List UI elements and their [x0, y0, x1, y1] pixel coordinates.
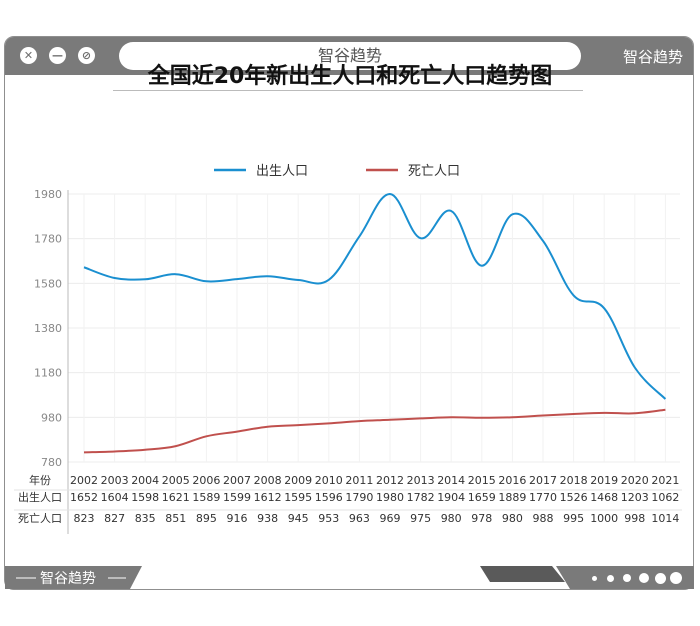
table-cell-value: 1203: [621, 491, 649, 504]
table-cell-value: 827: [104, 512, 125, 525]
x-tick-label: 2004: [131, 474, 159, 487]
table-row-label: 出生人口: [18, 490, 62, 504]
table-cell-value: 1598: [131, 491, 159, 504]
x-tick-label: 2010: [315, 474, 343, 487]
legend-label: 出生人口: [256, 164, 308, 179]
pager-dot-1[interactable]: [592, 576, 597, 581]
y-tick-label: 1980: [34, 188, 62, 201]
table-cell-value: 1014: [651, 512, 679, 525]
table-row-label: 死亡人口: [18, 511, 62, 525]
table-cell-value: 1596: [315, 491, 343, 504]
x-tick-label: 2011: [345, 474, 373, 487]
table-cell-value: 823: [74, 512, 95, 525]
series-line-deaths: [83, 408, 666, 454]
brand-logo-bottom: 智谷趋势: [40, 571, 96, 587]
table-cell-value: 1612: [254, 491, 282, 504]
x-tick-label: 2013: [407, 474, 435, 487]
table-cell-value: 1526: [560, 491, 588, 504]
y-tick-label: 1380: [34, 322, 62, 335]
table-cell-value: 1589: [192, 491, 220, 504]
table-cell-value: 938: [257, 512, 278, 525]
y-axis: 780 980 1180 1380 1580 1780 1980: [34, 188, 69, 534]
table-cell-value: 998: [624, 512, 645, 525]
brand-logo-top: 智谷趋势: [622, 48, 683, 66]
series-line-births: [83, 192, 667, 400]
pager-dot-2[interactable]: [607, 575, 614, 582]
table-cell-value: 1621: [162, 491, 190, 504]
table-cell-value: 980: [502, 512, 523, 525]
series-lines: [83, 192, 667, 454]
table-cell-value: 1980: [376, 491, 404, 504]
table-cell-value: 975: [410, 512, 431, 525]
bottom-left-tab: [5, 566, 142, 589]
y-tick-label: 780: [41, 456, 62, 469]
table-cell-value: 1782: [407, 491, 435, 504]
x-tick-label: 2018: [560, 474, 588, 487]
x-tick-label: 2012: [376, 474, 404, 487]
legend-label: 死亡人口: [408, 164, 460, 179]
table-cell-value: 1595: [284, 491, 312, 504]
y-tick-label: 1780: [34, 233, 62, 246]
y-tick-label: 980: [41, 411, 62, 424]
pager-dot-6[interactable]: [670, 572, 682, 584]
x-tick-label: 2002: [70, 474, 98, 487]
close-icon[interactable]: ✕: [20, 47, 37, 64]
x-tick-label: 2016: [498, 474, 526, 487]
pager-dot-3[interactable]: [623, 574, 631, 582]
table-cell-value: 1790: [345, 491, 373, 504]
browser-window: ✕ — ⊘ 智谷趋势 智谷趋势: [4, 36, 694, 590]
table-cell-value: 1062: [651, 491, 679, 504]
table-cell-value: 945: [288, 512, 309, 525]
table-cell-value: 895: [196, 512, 217, 525]
x-tick-label: 2021: [651, 474, 679, 487]
x-tick-label: 2006: [192, 474, 220, 487]
table-cell-value: 1889: [498, 491, 526, 504]
table-cell-value: 1604: [101, 491, 129, 504]
address-bar[interactable]: 智谷趋势: [119, 42, 581, 70]
table-cell-value: 1904: [437, 491, 465, 504]
x-tick-label: 2005: [162, 474, 190, 487]
table-cell-value: 963: [349, 512, 370, 525]
table-cell-value: 1000: [590, 512, 618, 525]
x-tick-label: 2014: [437, 474, 465, 487]
x-tick-label: 2017: [529, 474, 557, 487]
table-cell-value: 1659: [468, 491, 496, 504]
table-cell-value: 1599: [223, 491, 251, 504]
table-cell-value: 916: [227, 512, 248, 525]
x-tick-label: 2015: [468, 474, 496, 487]
bottom-mid-tab: [480, 566, 565, 582]
y-tick-label: 1180: [34, 367, 62, 380]
table-header-label: 年份: [29, 473, 51, 487]
table-cell-value: 995: [563, 512, 584, 525]
x-tick-label: 2003: [101, 474, 129, 487]
table-cell-value: 953: [318, 512, 339, 525]
y-tick-label: 1580: [34, 277, 62, 290]
table-cell-value: 1770: [529, 491, 557, 504]
legend: 出生人口 死亡人口: [214, 164, 460, 179]
chart-title: 全国近20年新出生人口和死亡人口趋势图: [147, 64, 553, 89]
table-cell-value: 980: [441, 512, 462, 525]
table-cell-value: 969: [380, 512, 401, 525]
minimize-icon[interactable]: —: [49, 47, 66, 64]
table-cell-value: 978: [471, 512, 492, 525]
table-cell-value: 988: [533, 512, 554, 525]
table-cell-value: 1652: [70, 491, 98, 504]
x-tick-label: 2019: [590, 474, 618, 487]
table-cell-value: 851: [165, 512, 186, 525]
title-underline: [113, 90, 583, 91]
pager-dot-5[interactable]: [655, 573, 666, 584]
x-tick-label: 2007: [223, 474, 251, 487]
table-cell-value: 835: [135, 512, 156, 525]
x-tick-label: 2008: [254, 474, 282, 487]
pager-dot-4[interactable]: [639, 573, 649, 583]
block-icon[interactable]: ⊘: [78, 47, 95, 64]
x-tick-label: 2020: [621, 474, 649, 487]
x-tick-label: 2009: [284, 474, 312, 487]
table-cell-value: 1468: [590, 491, 618, 504]
title-bar: ✕ — ⊘ 智谷趋势 智谷趋势: [5, 37, 693, 75]
